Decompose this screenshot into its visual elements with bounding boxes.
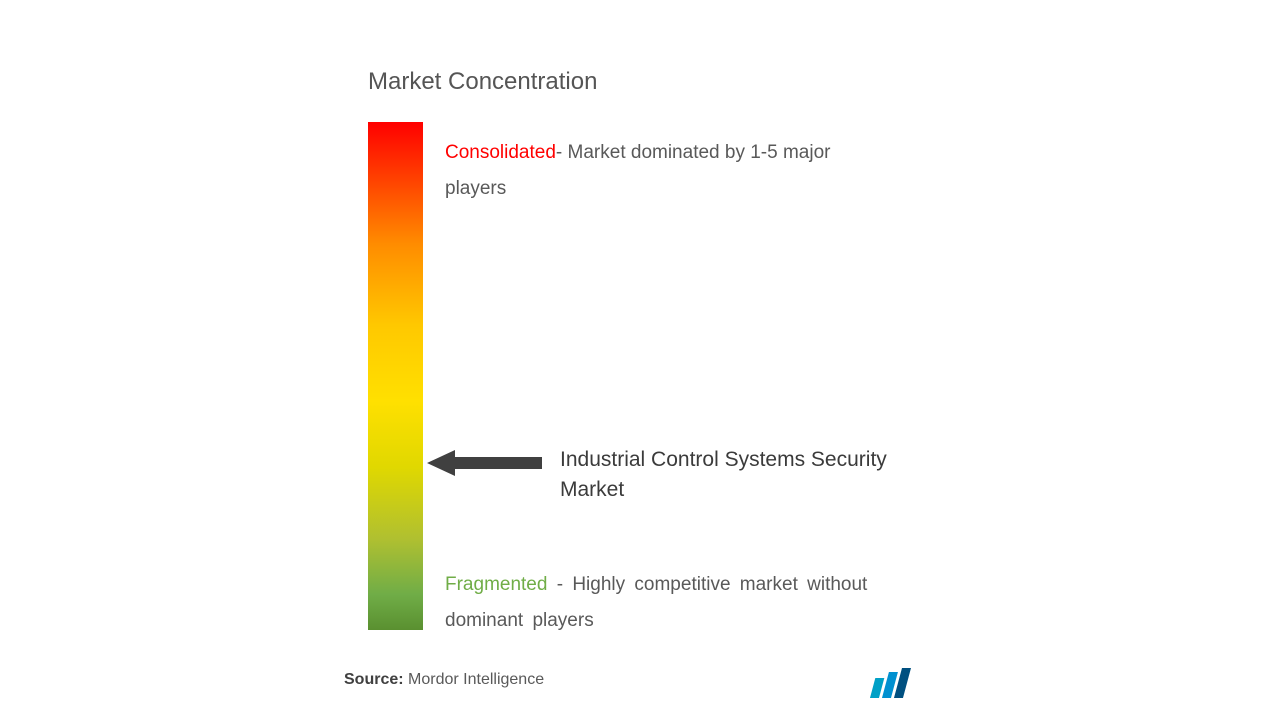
consolidated-label: Consolidated <box>445 142 556 163</box>
concentration-gradient-bar <box>368 122 423 630</box>
market-position-indicator: Industrial Control Systems Security Mark… <box>427 445 910 506</box>
fragmented-description: Fragmented - Highly competitive market w… <box>445 567 915 639</box>
source-text: Mordor Intelligence <box>408 671 544 688</box>
chart-title: Market Concentration <box>368 68 597 96</box>
arrow-left-icon <box>427 448 542 478</box>
consolidated-description: Consolidated- Market dominated by 1-5 ma… <box>445 135 865 207</box>
source-label: Source: <box>344 671 404 688</box>
source-attribution: Source: Mordor Intelligence <box>344 671 544 689</box>
mordor-logo-icon <box>870 668 916 698</box>
fragmented-label: Fragmented <box>445 574 547 595</box>
market-name-label: Industrial Control Systems Security Mark… <box>560 445 910 506</box>
